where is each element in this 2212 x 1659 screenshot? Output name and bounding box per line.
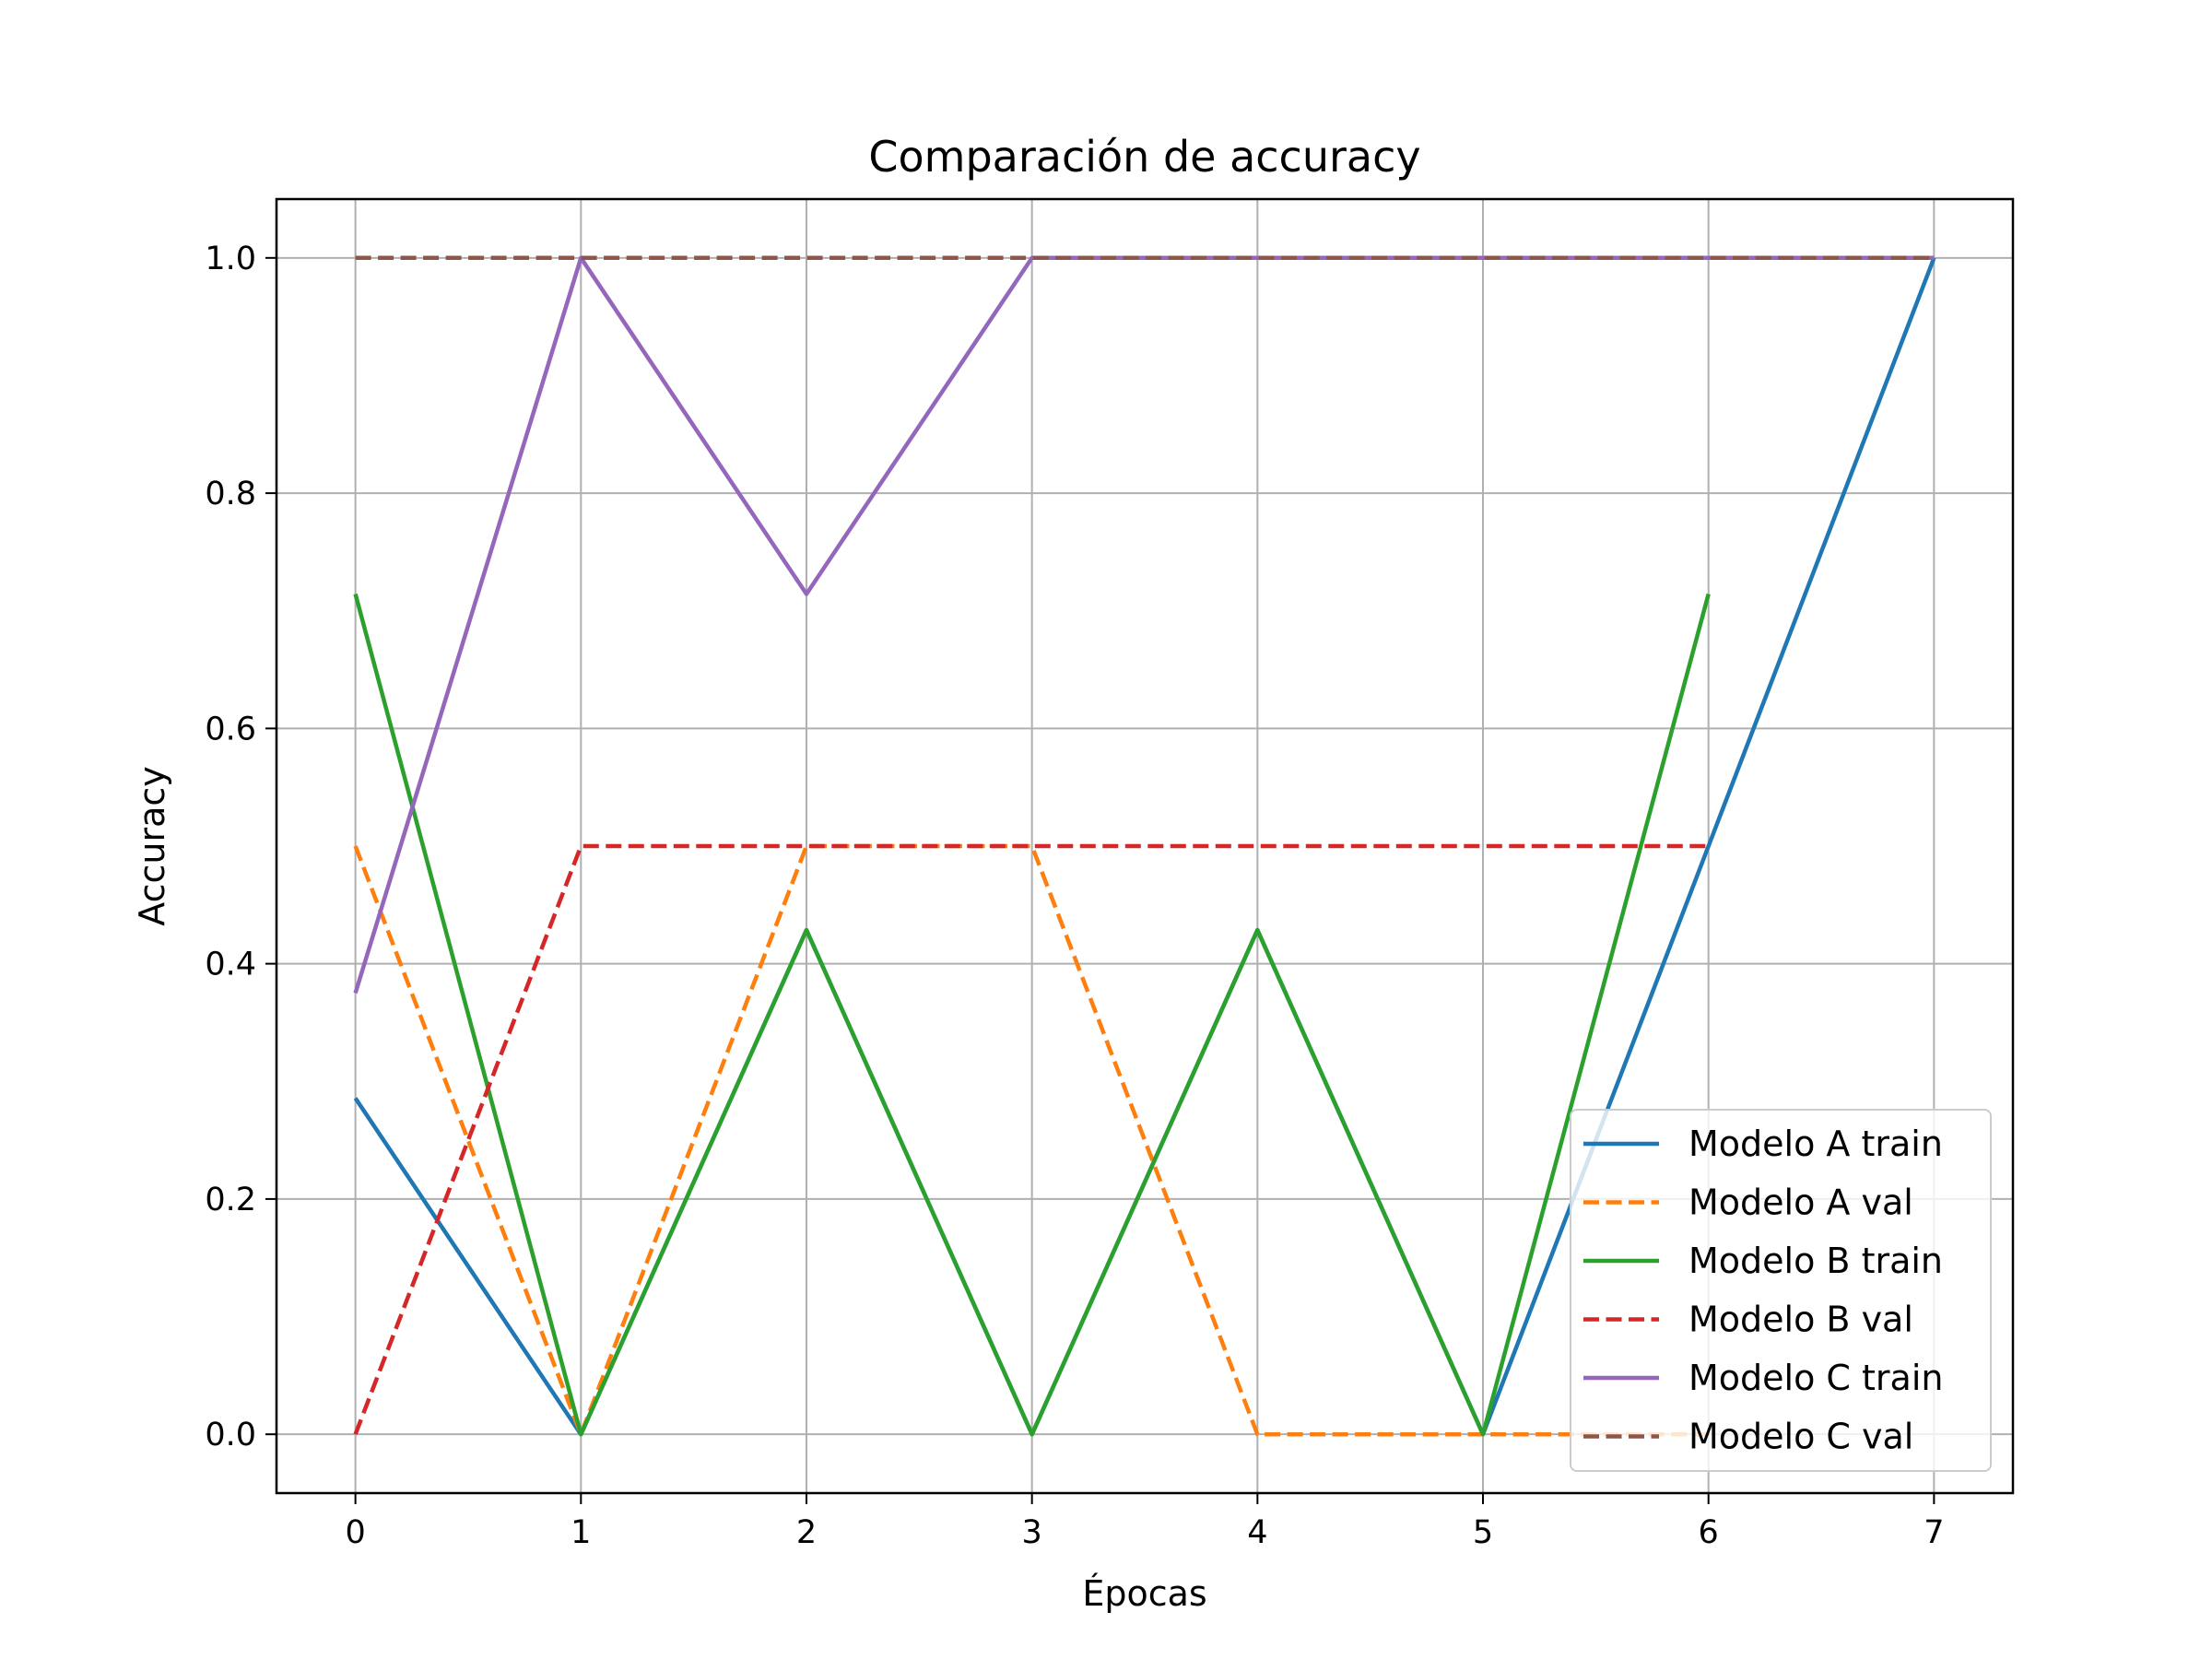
legend-label: Modelo C val [1688,1417,1913,1457]
x-tick-label: 3 [1022,1514,1042,1551]
legend-box [1570,1109,1992,1472]
y-axis-title: Accuracy [132,766,172,926]
legend-label: Modelo B val [1688,1300,1913,1340]
x-tick-label: 0 [345,1514,365,1551]
legend-label: Modelo A val [1688,1182,1913,1223]
legend: Modelo A train Modelo A val Modelo B train… [1570,1109,1992,1472]
y-axis-ticks: 0.0 0.2 0.4 0.6 0.8 1.0 [205,241,276,1453]
legend-label: Modelo C train [1688,1358,1943,1398]
x-tick-label: 7 [1924,1514,1944,1551]
legend-label: Modelo B train [1688,1241,1943,1281]
x-axis-title: Épocas [1082,1573,1206,1614]
y-tick-label: 0.0 [205,1417,256,1453]
x-tick-label: 2 [796,1514,817,1551]
y-tick-label: 0.6 [205,711,256,747]
y-tick-label: 1.0 [205,241,256,277]
y-tick-label: 0.8 [205,476,256,512]
x-tick-label: 6 [1699,1514,1719,1551]
y-tick-label: 0.4 [205,947,256,983]
legend-label: Modelo A train [1688,1124,1943,1164]
series-lines [353,255,1936,1437]
x-tick-label: 1 [571,1514,591,1551]
x-tick-label: 5 [1473,1514,1493,1551]
x-axis-ticks: 0 1 2 3 4 5 6 7 [345,1493,1945,1551]
x-tick-label: 4 [1247,1514,1267,1551]
y-tick-label: 0.2 [205,1182,256,1218]
chart-title: Comparación de accuracy [868,132,1420,182]
series-line [353,593,1711,1437]
plot-frame [275,197,2015,1495]
